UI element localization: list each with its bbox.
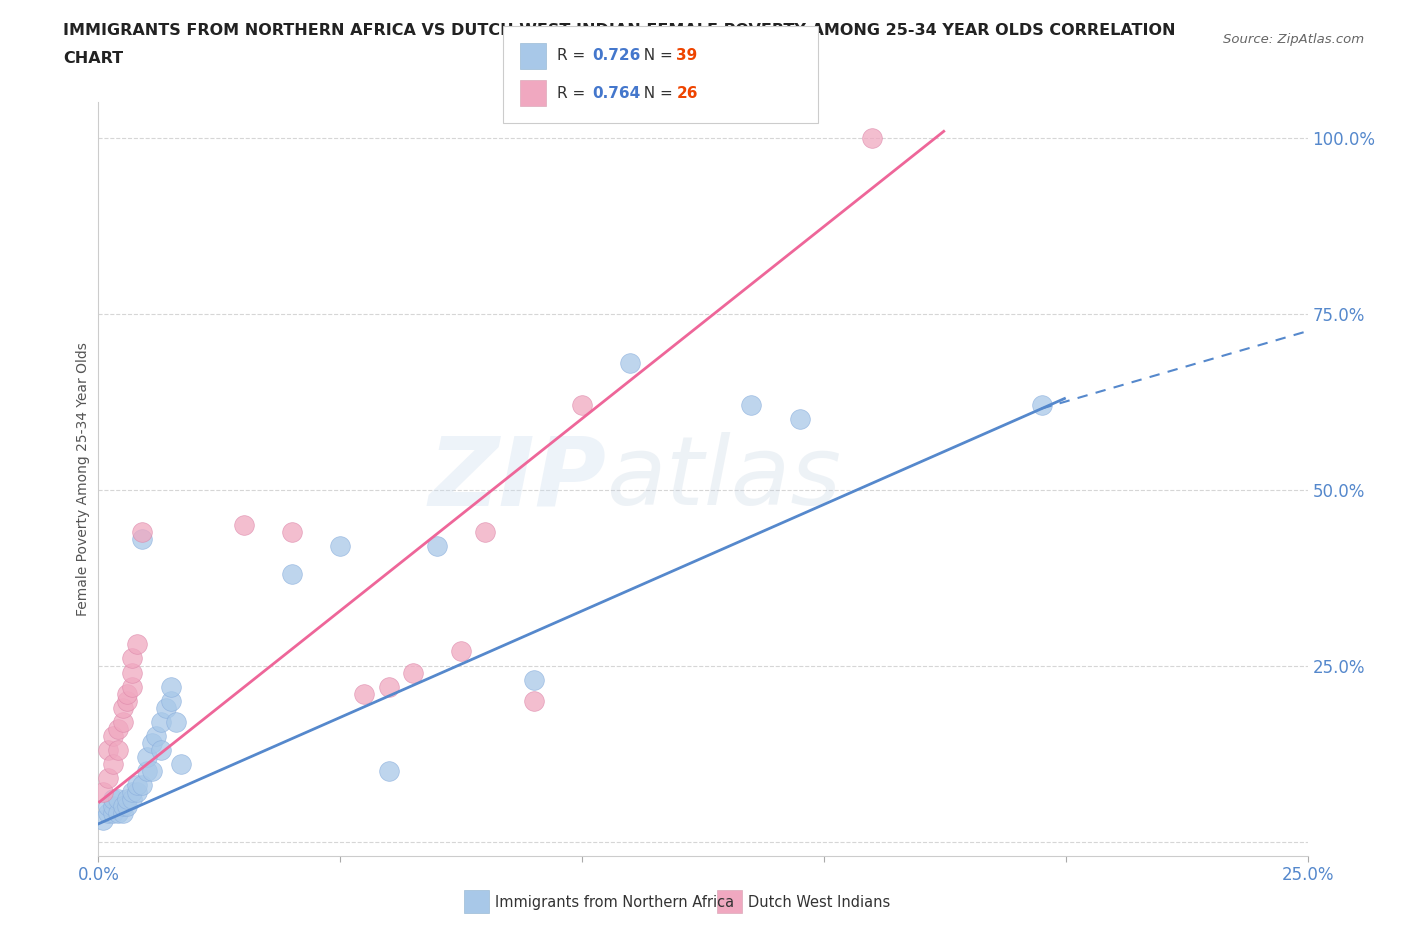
Point	[353, 686, 375, 701]
Point	[117, 799, 139, 814]
Point	[97, 806, 120, 821]
Point	[131, 531, 153, 546]
Point	[150, 742, 173, 757]
Point	[97, 742, 120, 757]
Point	[101, 757, 124, 772]
Point	[101, 799, 124, 814]
Point	[111, 700, 134, 715]
Point	[281, 525, 304, 539]
Text: Dutch West Indians: Dutch West Indians	[748, 895, 890, 910]
Text: ZIP: ZIP	[429, 432, 606, 525]
Text: IMMIGRANTS FROM NORTHERN AFRICA VS DUTCH WEST INDIAN FEMALE POVERTY AMONG 25-34 : IMMIGRANTS FROM NORTHERN AFRICA VS DUTCH…	[63, 23, 1175, 38]
Point	[101, 728, 124, 743]
Point	[232, 517, 254, 532]
Text: atlas: atlas	[606, 432, 841, 525]
Point	[117, 791, 139, 806]
Point	[426, 538, 449, 553]
Point	[155, 700, 177, 715]
Point	[131, 525, 153, 539]
Point	[377, 679, 399, 694]
Text: CHART: CHART	[63, 51, 124, 66]
Point	[789, 412, 811, 427]
Point	[141, 764, 163, 778]
Text: Source: ZipAtlas.com: Source: ZipAtlas.com	[1223, 33, 1364, 46]
Point	[121, 665, 143, 680]
Point	[450, 644, 472, 658]
Point	[121, 651, 143, 666]
Text: 0.764: 0.764	[592, 86, 640, 100]
Point	[127, 777, 149, 792]
Point	[127, 785, 149, 800]
Point	[160, 679, 183, 694]
Point	[107, 806, 129, 821]
Point	[107, 722, 129, 737]
Point	[101, 791, 124, 806]
Point	[150, 714, 173, 729]
Point	[91, 785, 114, 800]
Text: R =: R =	[557, 48, 591, 63]
Point	[111, 799, 134, 814]
Point	[97, 799, 120, 814]
Point	[619, 355, 641, 370]
Y-axis label: Female Poverty Among 25-34 Year Olds: Female Poverty Among 25-34 Year Olds	[76, 342, 90, 616]
Point	[145, 728, 167, 743]
Point	[117, 693, 139, 708]
Point	[860, 130, 883, 145]
Point	[281, 566, 304, 581]
Text: Immigrants from Northern Africa: Immigrants from Northern Africa	[495, 895, 734, 910]
Point	[117, 686, 139, 701]
Point	[571, 398, 593, 413]
Point	[121, 785, 143, 800]
Point	[127, 637, 149, 652]
Point	[111, 806, 134, 821]
Point	[131, 777, 153, 792]
Point	[740, 398, 762, 413]
Point	[165, 714, 187, 729]
Text: 39: 39	[676, 48, 697, 63]
Text: N =: N =	[634, 48, 678, 63]
Text: N =: N =	[634, 86, 678, 100]
Point	[169, 757, 191, 772]
Point	[402, 665, 425, 680]
Point	[107, 791, 129, 806]
Point	[474, 525, 496, 539]
Point	[121, 679, 143, 694]
Point	[121, 791, 143, 806]
Point	[135, 764, 157, 778]
Point	[97, 771, 120, 786]
Point	[160, 693, 183, 708]
Point	[91, 813, 114, 828]
Point	[107, 742, 129, 757]
Point	[135, 750, 157, 764]
Point	[111, 714, 134, 729]
Point	[377, 764, 399, 778]
Point	[523, 672, 546, 687]
Point	[101, 806, 124, 821]
Text: R =: R =	[557, 86, 591, 100]
Text: 0.726: 0.726	[592, 48, 640, 63]
Text: 26: 26	[676, 86, 697, 100]
Point	[523, 693, 546, 708]
Point	[141, 736, 163, 751]
Point	[1031, 398, 1053, 413]
Point	[329, 538, 352, 553]
